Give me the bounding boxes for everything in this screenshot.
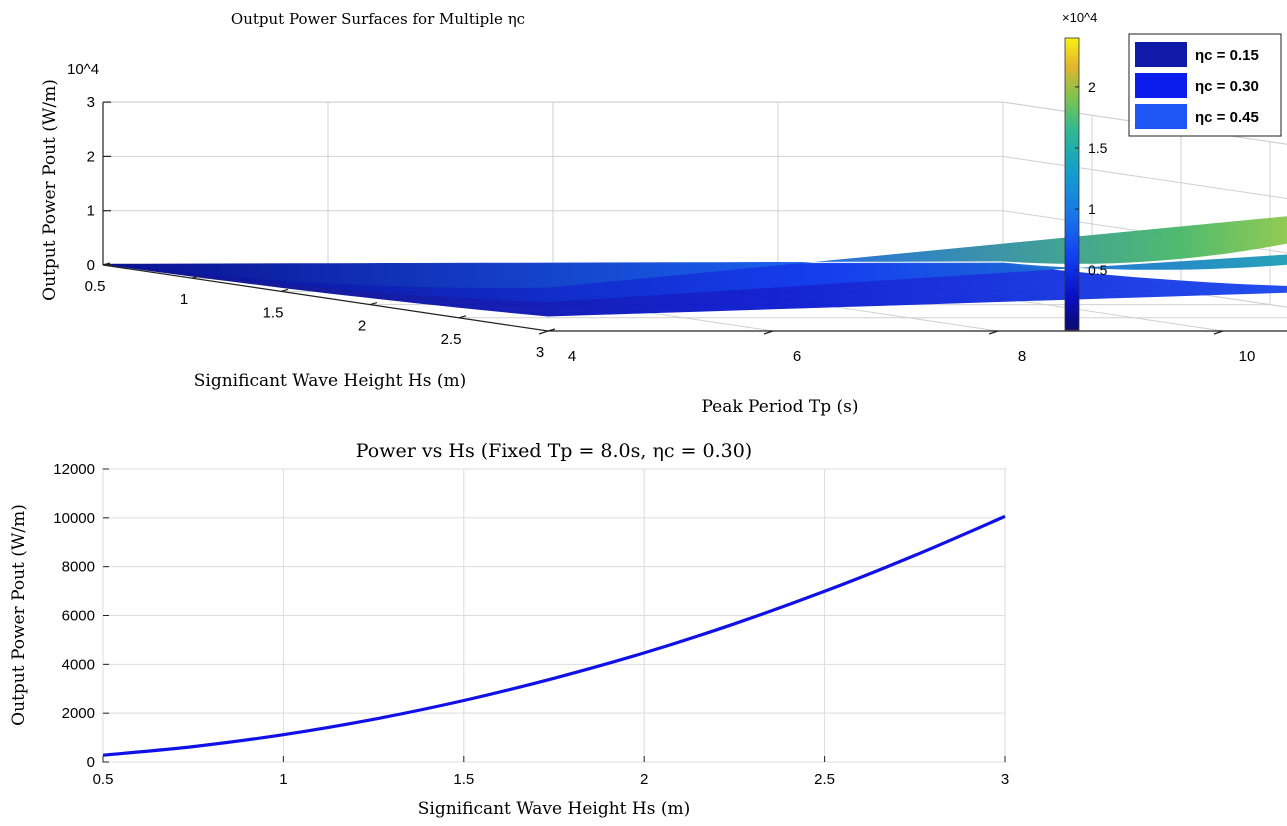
surface-eta-3	[103, 216, 1287, 288]
x-tick	[547, 328, 556, 332]
x-tick	[458, 315, 467, 319]
colorbar-tick-label: 0.5	[1088, 262, 1108, 278]
z-tick-label: 0	[87, 257, 95, 274]
x-tick-label: 2.5	[441, 331, 462, 348]
z-exponent-label: 10^4	[67, 61, 99, 78]
legend-label: ηc = 0.45	[1195, 109, 1259, 126]
x-tick	[369, 302, 378, 306]
y-tick-label: 8	[1018, 348, 1026, 365]
x-tick-label: 3	[536, 344, 544, 361]
z-tick-label: 3	[87, 94, 95, 111]
legend-swatch	[1135, 104, 1187, 129]
z-tick-label: 2	[87, 148, 95, 165]
x-tick-label: 0.5	[85, 278, 106, 295]
x-tick	[191, 275, 200, 279]
y-tick-label: 4	[568, 348, 576, 365]
y-tick-label: 10000	[53, 510, 95, 527]
legend-items: ηc = 0.15 ηc = 0.30 ηc = 0.45	[1135, 42, 1259, 129]
z-axis-label: Output Power Pout (W/m)	[40, 79, 60, 301]
line-title: Power vs Hs (Fixed Tp = 8.0s, ηc = 0.30)	[356, 440, 752, 462]
y-tick-label: 6	[793, 348, 801, 365]
x-axis-line	[102, 264, 549, 332]
series-points	[102, 516, 1006, 756]
y-tick-label: 6000	[62, 608, 95, 625]
x-tick-label: 2.5	[814, 771, 835, 788]
x-tick-label: 2	[640, 771, 648, 788]
line-x-label: Significant Wave Height Hs (m)	[418, 799, 690, 819]
x-tick	[280, 288, 289, 292]
legend-swatch	[1135, 42, 1187, 67]
y-tick-label: 4000	[62, 656, 95, 673]
grid-line	[1002, 155, 1287, 200]
surface-plot: 0.511.522.5346810120123 Output Power Sur…	[40, 10, 1287, 417]
legend-label: ηc = 0.30	[1195, 78, 1259, 95]
x-tick-label: 1	[279, 771, 287, 788]
x-tick-label: 1	[180, 291, 188, 308]
colorbar-tick-label: 2	[1088, 79, 1096, 95]
colorbar-tick-label: 1.5	[1088, 140, 1108, 156]
legend[interactable]: ηc = 0.15 ηc = 0.30 ηc = 0.45	[1128, 33, 1282, 137]
x-tick-label: 0.5	[93, 771, 114, 788]
x-tick-label: 1.5	[263, 304, 284, 321]
z-tick-label: 1	[87, 203, 95, 220]
colorbar-bar	[1064, 37, 1080, 331]
y-tick-label: 10	[1239, 348, 1256, 365]
colorbar-tick-label: 1	[1088, 201, 1096, 217]
legend-label: ηc = 0.15	[1195, 47, 1259, 64]
y-tick-label: 0	[87, 754, 95, 771]
y-tick-label: 2000	[62, 705, 95, 722]
y-tick-label: 8000	[62, 559, 95, 576]
y-axis-label-3d: Peak Period Tp (s)	[701, 397, 858, 417]
y-tick-label: 12000	[53, 461, 95, 478]
line-y-label: Output Power Pout (W/m)	[9, 504, 29, 726]
surface-title: Output Power Surfaces for Multiple ηc	[231, 10, 525, 28]
colorbar-exponent: ×10^4	[1062, 10, 1097, 25]
y-tick	[763, 330, 774, 335]
surfaces	[103, 216, 1287, 317]
x-tick-label: 2	[358, 318, 366, 335]
x-tick-label: 1.5	[453, 771, 474, 788]
surface-axes: 0.511.522.5346810120123	[85, 94, 1287, 365]
colorbar: ×10^4 0.5 1 1.5 2	[1062, 10, 1108, 331]
colorbar-ticks: 0.5 1 1.5 2	[1075, 79, 1108, 278]
legend-swatch	[1135, 73, 1187, 98]
line-ticks: 0.5 1 1.5 2 2.5 3 0 2000 4000 6000 8000 10000 12000	[53, 461, 1009, 788]
y-tick	[538, 330, 549, 335]
x-axis-label-3d: Significant Wave Height Hs (m)	[194, 371, 466, 391]
y-tick	[988, 330, 999, 335]
y-tick	[1213, 330, 1224, 335]
x-tick-label: 3	[1001, 771, 1009, 788]
line-plot: 0.5 1 1.5 2 2.5 3020004000600080001000012000 …	[9, 440, 1009, 819]
